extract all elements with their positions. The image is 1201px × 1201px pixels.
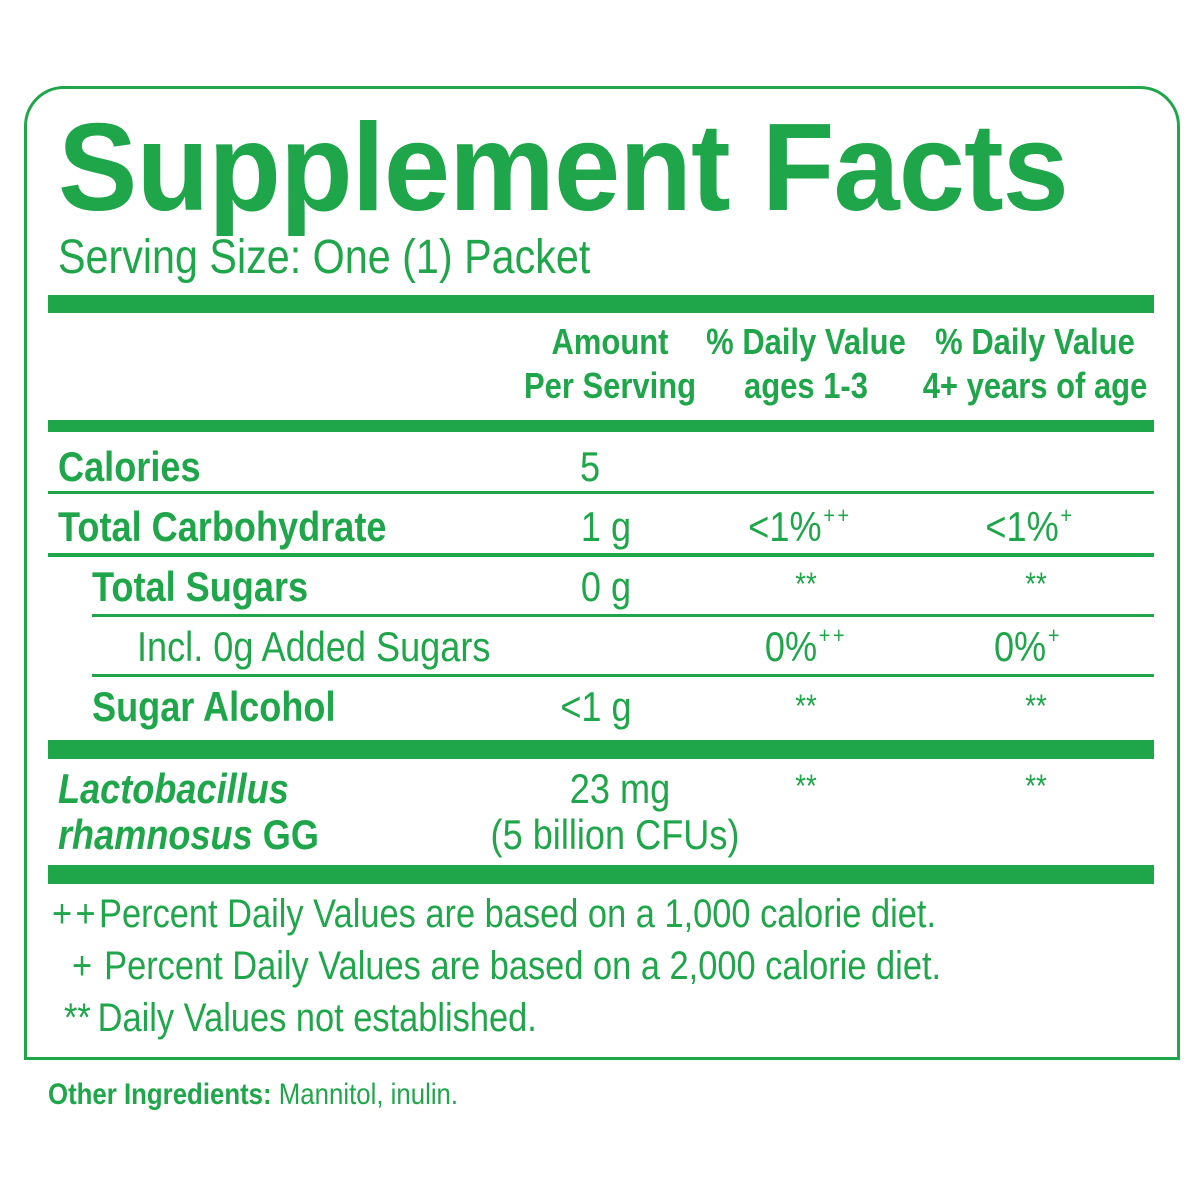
probiotic-cfu: (5 billion CFUs) [490,811,740,858]
divider-thick [48,865,1154,884]
footnote-text: Percent Daily Values are based on a 2,00… [104,944,942,988]
row-name: Sugar Alcohol [92,683,336,730]
row-name: Total Sugars [92,563,309,610]
dv-footnote-mark: + [1047,622,1063,648]
probiotic-dv-young: ** [795,768,817,804]
row-dv-young: ** [795,566,817,602]
row-dv-older: ** [1025,566,1047,602]
divider-thin [48,491,1154,494]
probiotic-name: Lactobacillus [58,765,289,812]
divider-thin [48,553,1154,557]
other-ingredients: Other Ingredients: Mannitol, inulin. [48,1080,458,1110]
footnote: ++Percent Daily Values are based on a 1,… [52,894,936,934]
divider-thin [92,614,1154,617]
footnote-mark: ** [64,996,91,1040]
row-amount: <1 g [560,683,632,730]
footnote: ** Daily Values not established. [64,998,537,1038]
divider-thick [48,420,1154,432]
row-amount: 5 [579,443,601,490]
divider-thin [92,674,1154,677]
dv-footnote-mark: + [1060,502,1075,528]
row-name: Incl. 0g Added Sugars [137,623,491,670]
probiotic-strain: GG [262,811,319,858]
header-dv-older-1: % Daily Value [935,321,1135,362]
row-dv-older: 0%+ [993,623,1062,670]
probiotic-name-line2: rhamnosus GG [58,814,319,856]
dv-value: 0% [764,623,818,670]
footnote: + Percent Daily Values are based on a 2,0… [72,946,941,986]
dv-footnote-mark: ++ [823,502,852,528]
row-name: Total Carbohydrate [58,503,387,550]
row-amount: 0 g [580,563,632,610]
divider-thick [48,295,1154,313]
footnote-text: Percent Daily Values are based on a 1,00… [99,892,936,936]
header-dv-older-2: 4+ years of age [922,365,1148,406]
label-title: Supplement Facts [58,99,1069,237]
footnote-mark: ++ [52,892,100,936]
row-dv-young: 0%++ [764,623,847,670]
dv-value: 0% [993,623,1047,670]
row-dv-older: <1%+ [985,503,1074,550]
footnote-mark: + [72,944,93,988]
header-dv-young-2: ages 1-3 [744,365,868,406]
row-amount: 1 g [580,503,632,550]
probiotic-dv-older: ** [1025,768,1047,804]
probiotic-amount: 23 mg [569,765,671,812]
other-ingredients-text: Mannitol, inulin. [278,1078,459,1111]
row-dv-older: ** [1025,688,1047,724]
row-dv-young: ** [795,688,817,724]
header-amount-2: Per Serving [523,365,697,406]
footnote-text: Daily Values not established. [97,996,537,1040]
label-border [24,86,1180,1060]
serving-size: Serving Size: One (1) Packet [58,231,591,284]
header-dv-young-1: % Daily Value [706,321,906,362]
dv-value: <1% [985,503,1059,550]
row-name: Calories [58,443,201,490]
dv-footnote-mark: ++ [818,622,848,648]
divider-thick [48,740,1154,759]
row-dv-young: <1%++ [748,503,851,550]
probiotic-species: rhamnosus [58,811,253,858]
header-amount-1: Amount [551,321,669,362]
dv-value: <1% [748,503,822,550]
other-ingredients-label: Other Ingredients: [48,1078,272,1111]
